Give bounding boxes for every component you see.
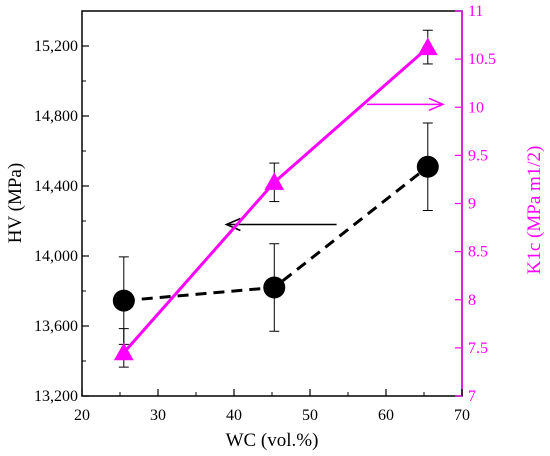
x-tick-label: 70	[454, 407, 470, 424]
y-right-tick-label: 7.5	[468, 340, 488, 357]
y-right-tick-label: 8	[468, 292, 476, 309]
y-left-tick-label: 15,200	[34, 38, 78, 55]
y-right-tick-label: 9	[468, 196, 476, 213]
y-right-tick-label: 11	[468, 3, 483, 20]
x-tick-label: 50	[302, 407, 318, 424]
y-left-tick-label: 14,800	[34, 108, 78, 125]
x-tick-label: 30	[150, 407, 166, 424]
y-right-tick-label: 10	[468, 99, 484, 116]
y-left-tick-label: 14,000	[34, 248, 78, 265]
x-tick-label: 60	[378, 407, 394, 424]
toughness-point	[113, 342, 134, 361]
toughness-point	[264, 172, 285, 190]
y-right-tick-label: 10.5	[468, 51, 496, 68]
y-right-tick-label: 7	[468, 388, 476, 405]
series-hardness	[112, 122, 439, 345]
left-axis-title: HV (MPa)	[5, 163, 26, 243]
hardness-point	[112, 289, 135, 312]
toughness-point	[417, 37, 438, 56]
x-axis-title: WC (vol.%)	[226, 430, 319, 451]
series-toughness	[113, 29, 438, 368]
hardness-point	[263, 276, 286, 299]
hardness-point	[416, 155, 439, 178]
annotations	[224, 97, 445, 232]
x-tick-label: 40	[226, 407, 242, 424]
axis-ticks: 20 30 40 50 60 70 13,200 13,600 14,000 14,400 14,8…	[34, 3, 496, 424]
right-axis-title: K1c (MPa m1/2)	[524, 146, 545, 275]
y-right-tick-label: 9.5	[468, 147, 488, 164]
y-left-tick-label: 14,400	[34, 178, 78, 195]
y-left-tick-label: 13,600	[34, 318, 78, 335]
axis-arrow-head	[428, 97, 445, 112]
toughness-line	[122, 46, 429, 354]
x-tick-label: 20	[74, 407, 90, 424]
y-left-tick-label: 13,200	[34, 388, 78, 405]
y-right-tick-label: 8.5	[468, 244, 488, 261]
axis-arrow-head	[224, 217, 241, 232]
